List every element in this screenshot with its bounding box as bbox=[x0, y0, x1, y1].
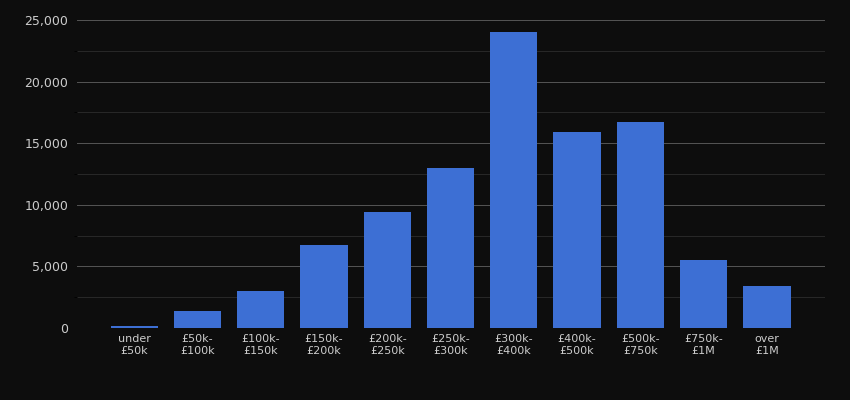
Bar bbox=[427, 168, 474, 328]
Bar bbox=[743, 286, 790, 328]
Bar bbox=[364, 212, 411, 328]
Bar bbox=[616, 122, 664, 328]
Bar bbox=[173, 311, 221, 328]
Bar bbox=[110, 326, 158, 328]
Bar bbox=[553, 132, 601, 328]
Bar bbox=[680, 260, 728, 328]
Bar bbox=[490, 32, 537, 328]
Bar bbox=[300, 246, 348, 328]
Bar bbox=[237, 291, 285, 328]
